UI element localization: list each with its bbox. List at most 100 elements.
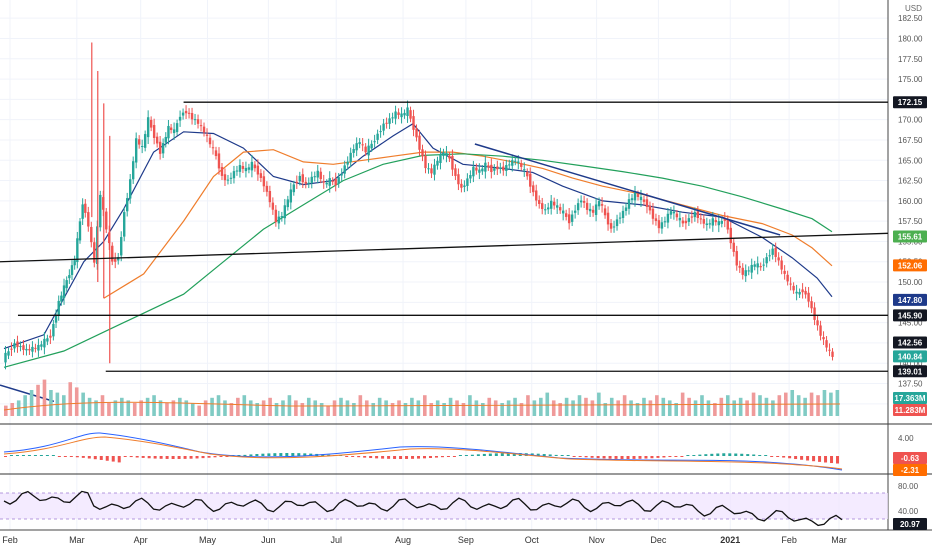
- volume-bar: [545, 392, 550, 416]
- volume-bar: [693, 400, 698, 416]
- rsi-tick-label-40: 40.00: [898, 507, 919, 516]
- macd-histogram-bar: [237, 455, 241, 456]
- candle-body: [370, 143, 373, 149]
- candle-body: [549, 200, 553, 209]
- candle-body: [73, 260, 76, 266]
- volume-bar: [242, 395, 247, 416]
- volume-bars: [3, 379, 841, 416]
- macd-histogram-bar: [309, 453, 313, 456]
- volume-bar: [835, 390, 840, 416]
- candle-body: [34, 347, 37, 349]
- volume-bar: [758, 395, 762, 416]
- volume-bar: [384, 400, 388, 416]
- candle-body: [301, 174, 304, 183]
- time-axis[interactable]: Feb Mar Apr May Jun Jul Aug Sep Oct Nov Dec 2021 Feb…: [2, 535, 847, 545]
- volume-bar: [197, 405, 201, 416]
- macd-histogram-bar: [87, 456, 91, 459]
- candle-body: [801, 289, 804, 293]
- candle-body: [448, 155, 451, 159]
- candle-body: [137, 139, 141, 145]
- macd-panel: [3, 432, 843, 471]
- candle-body: [131, 161, 135, 180]
- candle-body: [714, 220, 718, 223]
- candle-body: [367, 145, 370, 156]
- signal-line: [3, 436, 843, 470]
- candle-body: [457, 174, 460, 185]
- price-tick-label: 165.00: [898, 156, 923, 165]
- candle-body: [253, 164, 257, 169]
- volume-bar: [410, 397, 414, 416]
- candle-body: [454, 168, 457, 176]
- candle-body: [28, 348, 31, 351]
- candle-body: [627, 199, 631, 209]
- candle-body: [660, 222, 664, 229]
- candle-body: [250, 161, 254, 171]
- price-tick-label: 160.00: [898, 197, 923, 206]
- candle-body: [223, 174, 227, 181]
- volume-bar: [29, 390, 34, 416]
- candle-body: [343, 165, 346, 174]
- candle-body: [750, 264, 753, 273]
- macd-histogram-bar: [824, 456, 828, 463]
- candle-body: [406, 107, 409, 117]
- macd-histogram-bar: [69, 456, 73, 457]
- candle-body: [123, 212, 126, 237]
- candle-body: [400, 113, 403, 118]
- volume-bar: [152, 395, 156, 416]
- candle-body: [433, 164, 436, 175]
- volume-bar: [429, 403, 434, 416]
- macd-histogram-bar: [542, 454, 546, 456]
- macd-histogram-bar: [506, 453, 510, 456]
- candle-body: [373, 141, 376, 143]
- candle-body: [606, 212, 610, 225]
- macd-histogram-bar: [782, 456, 786, 458]
- macd-histogram-bar: [387, 456, 391, 459]
- candle-body: [409, 110, 412, 119]
- volume-bar: [397, 400, 401, 416]
- volume-bar: [352, 403, 356, 416]
- macd-histogram-bar: [105, 456, 109, 461]
- macd-histogram-bar: [255, 454, 259, 456]
- price-marker-142-56: 142.56: [898, 338, 923, 347]
- candle-body: [576, 203, 580, 211]
- macd-histogram-bar: [93, 456, 97, 460]
- candle-body: [645, 199, 649, 207]
- volume-bar: [500, 403, 504, 416]
- candle-body: [582, 200, 586, 203]
- candle-body: [211, 147, 215, 149]
- candle-body: [777, 257, 780, 261]
- macd-histogram-bar: [297, 453, 301, 456]
- price-tick-label: 180.00: [898, 34, 923, 43]
- candle-body: [7, 351, 10, 356]
- candle-body: [60, 295, 63, 302]
- price-marker-152-06: 152.06: [898, 261, 923, 270]
- price-tick-label: 177.50: [898, 55, 923, 64]
- candle-body: [208, 137, 212, 145]
- candle-body: [340, 174, 343, 176]
- candle-body: [472, 166, 475, 177]
- volume-bar: [345, 400, 350, 416]
- candle-body: [181, 112, 185, 116]
- candle-body: [349, 152, 352, 163]
- volume-bar: [661, 397, 666, 416]
- macd-histogram-bar: [375, 456, 379, 459]
- candle-body: [804, 290, 807, 295]
- macd-histogram-bar: [758, 454, 762, 456]
- volume-bar: [371, 403, 376, 416]
- candle-body: [678, 217, 682, 221]
- volume-bar: [725, 395, 730, 416]
- price-tick-label: 175.00: [898, 75, 923, 84]
- candle-body: [355, 143, 358, 151]
- candle-body: [657, 220, 661, 229]
- candle-body: [84, 203, 87, 213]
- candle-body: [729, 227, 732, 244]
- candle-body: [759, 266, 762, 268]
- candle-body: [726, 219, 729, 230]
- volume-bar: [261, 400, 266, 416]
- candle-body: [99, 194, 102, 228]
- macd-histogram-bar: [189, 456, 193, 459]
- macd-histogram-bar: [596, 456, 600, 459]
- volume-bar: [435, 400, 440, 416]
- price-tick-label: 167.50: [898, 136, 923, 145]
- macd-histogram-bar: [590, 456, 594, 458]
